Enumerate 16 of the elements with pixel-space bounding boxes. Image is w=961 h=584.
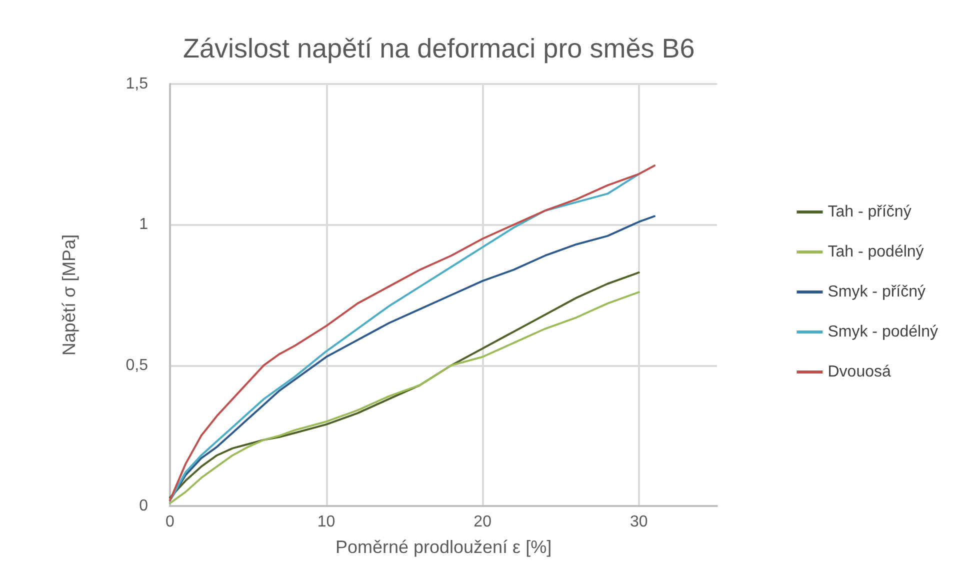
legend-label: Tah - podélný: [828, 244, 924, 260]
legend-label: Tah - příčný: [828, 204, 912, 220]
x-tick-label: 20: [474, 514, 492, 530]
x-tick-label: 10: [317, 514, 336, 530]
y-tick-label: 0,5: [126, 356, 148, 374]
y-tick-label: 0: [139, 498, 148, 514]
chart-title: Závislost napětí na deformaci pro směs B6: [183, 34, 695, 64]
x-tick-label: 0: [166, 514, 175, 530]
legend-label: Smyk - příčný: [828, 284, 926, 300]
x-axis-title: Poměrné prodloužení ε [%]: [335, 537, 552, 557]
legend-label: Dvouosá: [828, 364, 891, 380]
y-tick-label: 1,5: [126, 76, 148, 92]
legend-label: Smyk - podélný: [828, 324, 938, 340]
y-axis-title: Napětí σ [MPa]: [59, 234, 79, 356]
x-tick-label: 30: [630, 514, 648, 530]
y-tick-label: 1: [139, 216, 148, 234]
